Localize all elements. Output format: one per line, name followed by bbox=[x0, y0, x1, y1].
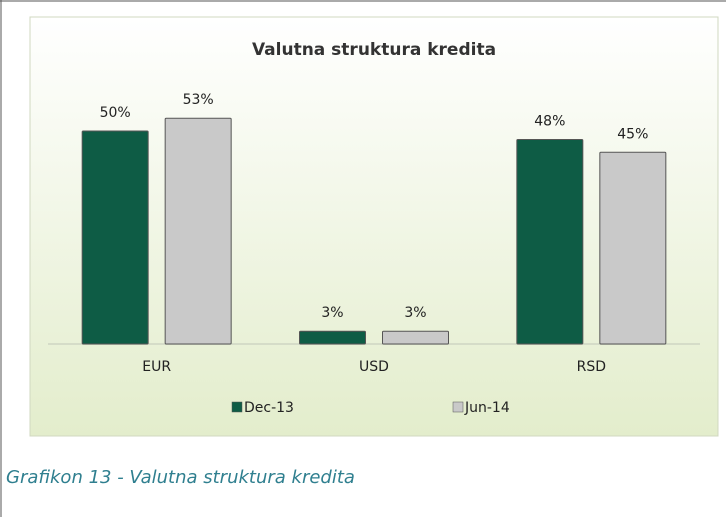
value-label: 3% bbox=[321, 305, 343, 321]
bar bbox=[382, 330, 449, 345]
x-tick-label: EUR bbox=[142, 359, 171, 375]
bar bbox=[599, 151, 667, 345]
legend-swatch bbox=[452, 401, 464, 413]
bar bbox=[516, 139, 584, 345]
x-tick-label: RSD bbox=[577, 359, 606, 375]
value-label: 45% bbox=[617, 126, 648, 142]
chart-title: Valutna struktura kredita bbox=[252, 40, 496, 60]
value-label: 50% bbox=[100, 105, 131, 121]
legend-label: Dec-13 bbox=[244, 400, 294, 416]
value-label: 53% bbox=[183, 92, 214, 108]
caption: Grafikon 13 - Valutna struktura kredita bbox=[6, 467, 355, 488]
legend-label: Jun-14 bbox=[464, 400, 510, 416]
bar bbox=[81, 130, 149, 345]
value-label: 3% bbox=[404, 305, 426, 321]
value-label: 48% bbox=[534, 114, 565, 130]
x-tick-label: USD bbox=[359, 359, 389, 375]
bar bbox=[299, 330, 366, 345]
legend-swatch bbox=[231, 401, 243, 413]
bar bbox=[164, 117, 232, 345]
